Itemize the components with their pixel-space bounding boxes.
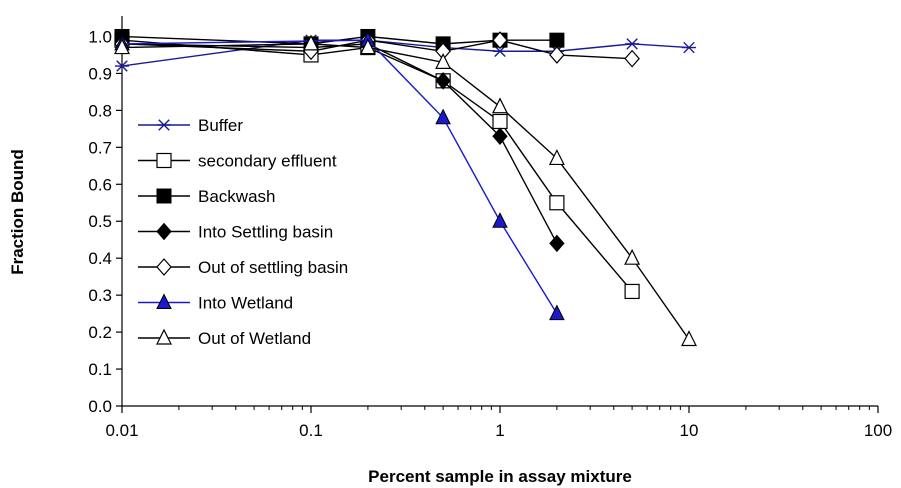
legend-item-into-wetland: Into Wetland: [138, 293, 293, 313]
series-layer: [114, 28, 697, 347]
data-point-out-of-wetland: [548, 149, 565, 166]
legend-item-backwash: Backwash: [138, 187, 275, 206]
y-tick-label: 1.0: [88, 27, 112, 46]
series-line-into-settling-basin: [121, 43, 558, 244]
data-point-out-of-settling-basin: [624, 49, 640, 68]
data-point-into-wetland: [492, 212, 508, 228]
series-line-backwash: [121, 35, 557, 45]
x-axis-title: Percent sample in assay mixture: [368, 467, 632, 486]
legend-label: Buffer: [198, 116, 243, 135]
y-tick-label: 0.3: [88, 286, 112, 305]
y-ticks: 0.0 0.1 0.2 0.3 0.4 0.5 0.6 0.7 0.8 0.9 1.0: [88, 27, 122, 416]
y-tick-label: 0.8: [88, 101, 112, 120]
series-secondary-effluent: [114, 32, 640, 300]
data-point-into-wetland: [549, 304, 565, 321]
data-point-secondary-effluent: [549, 195, 565, 211]
x-ticks: 0.01 0.1 1 10 100: [105, 406, 892, 440]
x-tick-label: 1: [495, 421, 504, 440]
data-point-into-wetland: [435, 108, 451, 125]
y-tick-label: 0.0: [88, 397, 112, 416]
data-point-out-of-wetland: [681, 330, 697, 347]
data-point-out-of-wetland: [303, 34, 319, 51]
series-line-buffer: [121, 39, 690, 67]
legend-label: Into Wetland: [198, 294, 293, 313]
plot-area: 0.00.10.20.30.40.50.60.70.80.91.0 0.01 0.…: [88, 16, 892, 440]
data-point-out-of-wetland: [435, 53, 452, 69]
y-tick-label: 0.4: [88, 249, 112, 268]
legend-item-out-of-settling-basin: Out of settling basin: [138, 258, 348, 277]
data-point-out-of-wetland: [114, 38, 130, 55]
legend-swatch-marker: [156, 152, 172, 169]
legend-label: secondary effluent: [198, 152, 337, 171]
data-point-buffer: [682, 41, 696, 54]
y-tick-label: 0.2: [88, 323, 112, 342]
legend-swatch-marker: [156, 328, 172, 345]
legend-item-out-of-wetland: Out of Wetland: [138, 328, 311, 348]
legend-swatch-marker: [156, 222, 172, 241]
legend-item-buffer: Buffer: [138, 116, 243, 135]
y-axis-title: Fraction Bound: [8, 149, 27, 275]
data-point-buffer: [625, 38, 640, 50]
y-tick-label: 0.5: [88, 212, 112, 231]
legend-swatch-marker: [157, 119, 171, 131]
x-tick-label: 100: [864, 421, 892, 440]
data-point-backwash: [549, 32, 565, 48]
data-point-out-of-wetland: [359, 38, 376, 55]
data-point-into-settling-basin: [549, 234, 565, 253]
data-point-buffer: [115, 60, 129, 72]
x-tick-label: 0.1: [299, 421, 323, 440]
legend-item-secondary-effluent: secondary effluent: [138, 152, 337, 171]
legend-label: Backwash: [198, 187, 275, 206]
legend: Buffer secondary effluent Backwash Into Set…: [138, 116, 348, 348]
y-tick-label: 0.1: [88, 360, 112, 379]
series-into-wetland: [114, 31, 565, 321]
legend-swatch-marker: [156, 293, 172, 309]
data-point-out-of-wetland: [492, 97, 508, 114]
y-tick-label: 0.6: [88, 175, 112, 194]
x-tick-label: 10: [680, 421, 699, 440]
legend-label: Into Settling basin: [198, 223, 333, 242]
legend-swatch-marker: [156, 258, 172, 276]
data-point-into-settling-basin: [492, 127, 508, 146]
x-tick-label: 0.01: [105, 421, 138, 440]
data-point-into-settling-basin: [435, 72, 451, 90]
y-tick-label: 0.7: [88, 138, 112, 157]
legend-swatch-marker: [156, 188, 172, 204]
legend-item-into-settling-basin: Into Settling basin: [138, 223, 333, 242]
series-line-out-of-wetland: [121, 43, 690, 340]
series-out-of-wetland: [114, 34, 697, 347]
legend-label: Out of Wetland: [198, 329, 311, 348]
data-point-out-of-wetland: [624, 248, 641, 265]
data-point-out-of-settling-basin: [549, 46, 565, 64]
data-point-secondary-effluent: [624, 283, 640, 300]
data-point-buffer: [493, 45, 507, 58]
data-point-out-of-settling-basin: [492, 31, 508, 50]
data-point-secondary-effluent: [492, 113, 508, 130]
y-tick-label: 0.9: [88, 64, 112, 83]
legend-label: Out of settling basin: [198, 258, 348, 277]
